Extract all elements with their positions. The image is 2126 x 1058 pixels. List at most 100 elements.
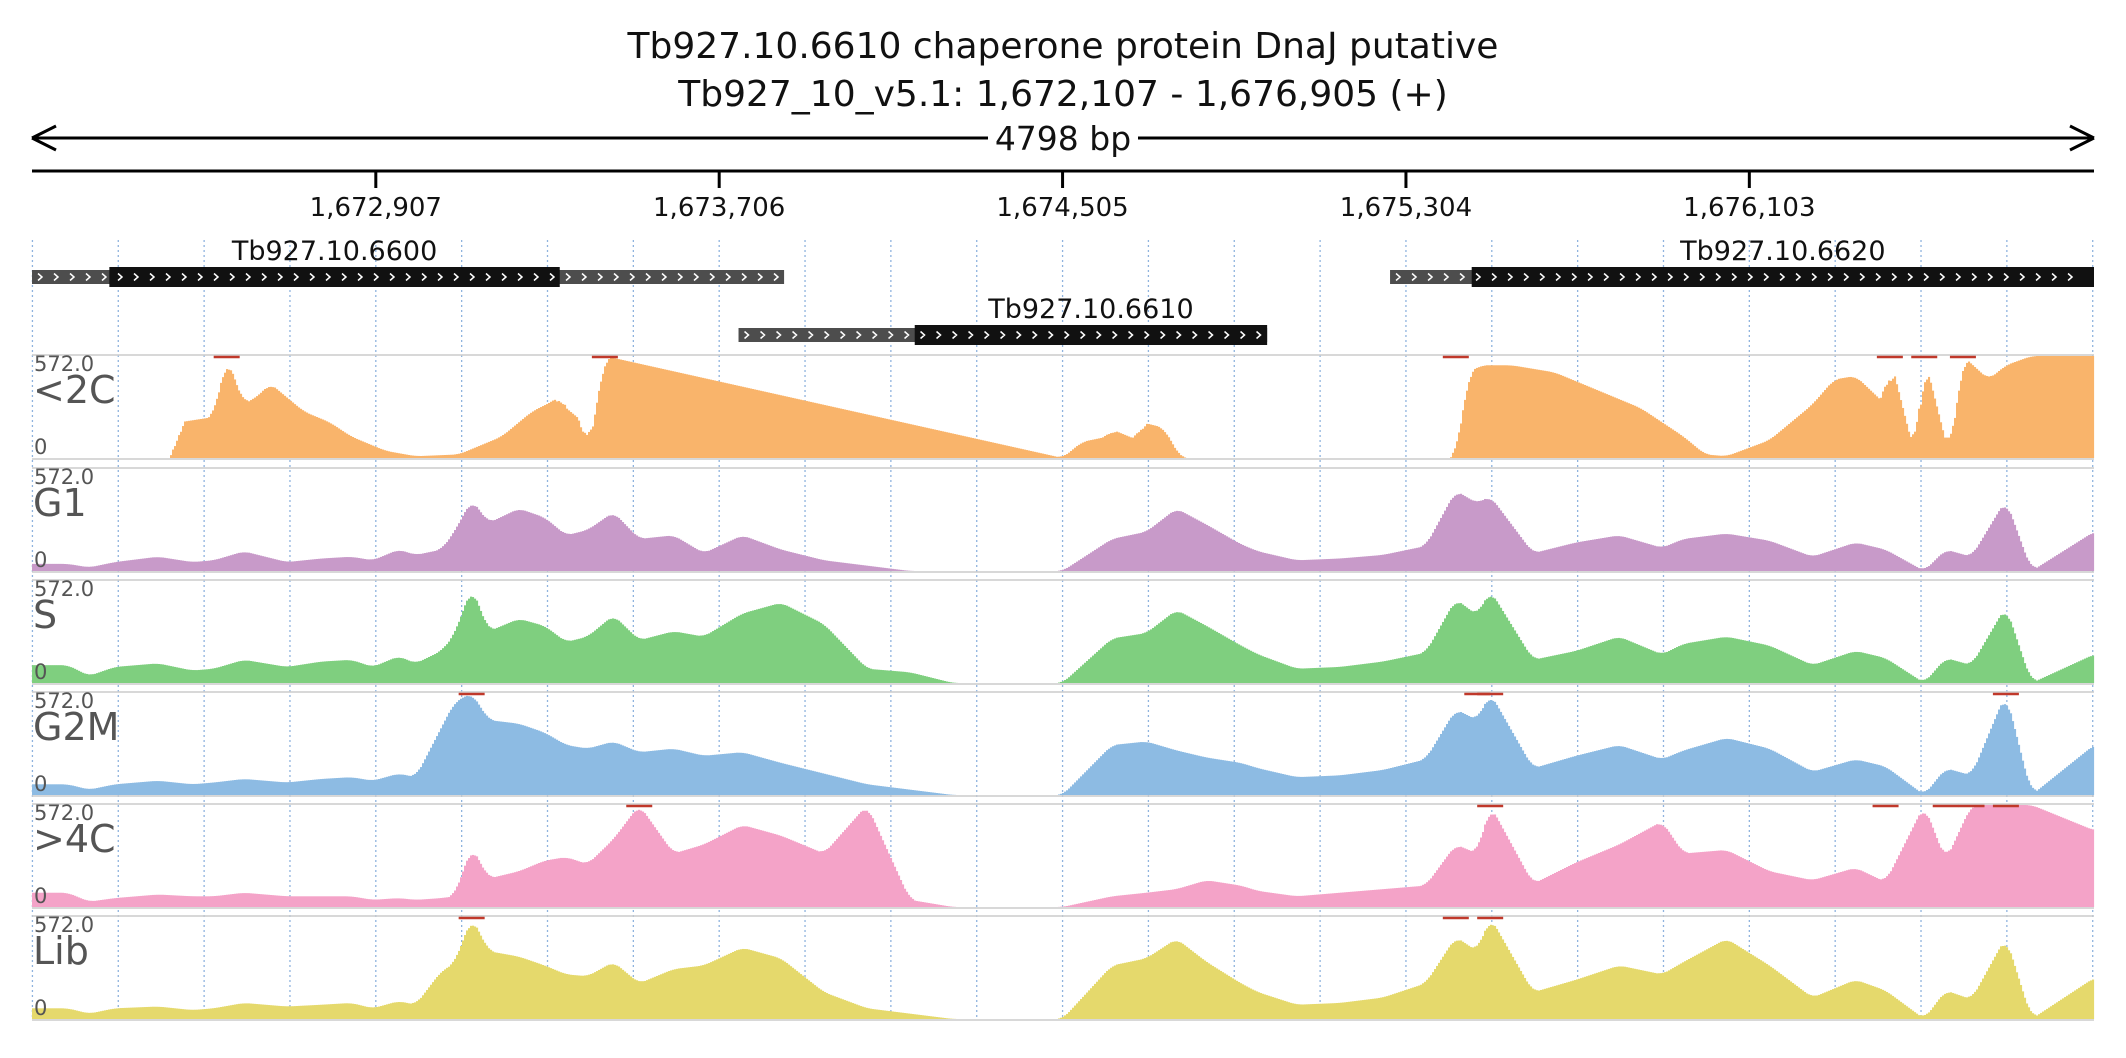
coverage-bar [78,670,81,683]
coverage-bar [740,752,743,795]
coverage-bar [122,666,125,683]
coverage-bar [626,747,629,795]
coverage-bar [1964,773,1967,795]
coverage-bar [1368,890,1371,907]
coverage-bar [586,434,589,458]
coverage-bar [346,1003,349,1019]
coverage-bar [1924,382,1927,458]
coverage-bar [2002,805,2005,907]
coverage-bar [1864,544,1867,571]
coverage-bar [2018,744,2021,795]
coverage-bar [1078,903,1081,907]
coverage-bar [1876,396,1879,458]
coverage-bar [132,782,135,795]
coverage-bar [1540,370,1543,458]
coverage-bar [150,1006,153,1019]
coverage-bar [154,663,157,683]
coverage-bar [1708,851,1711,907]
coverage-bar [1766,440,1769,458]
y-min-label: 0 [34,548,47,572]
coverage-bar [1958,390,1961,458]
coverage-bar [1628,748,1631,795]
coverage-bar [2062,668,2065,683]
coverage-bar [520,724,523,795]
coverage-bar [610,841,613,907]
coverage-bar [76,565,79,571]
coverage-bar [1948,659,1951,683]
coverage-bar [1228,761,1231,795]
coverage-bar [1636,406,1639,458]
coverage-bar [400,551,403,571]
coverage-bar [186,783,189,795]
coverage-bar [1226,536,1229,571]
coverage-bar [1774,872,1777,907]
coverage-bar [376,899,379,907]
coverage-bar [1694,537,1697,571]
coverage-bar [1382,889,1385,907]
coverage-bar [1846,653,1849,683]
coverage-bar [1220,634,1223,683]
coverage-bar [304,411,307,458]
coverage-bar [776,394,779,458]
coverage-bar [556,739,559,795]
coverage-bar [1512,627,1515,683]
coverage-bar [242,779,245,795]
coverage-bar [574,415,577,458]
coverage-bar [440,547,443,571]
coverage-bar [1478,842,1481,907]
coverage-bar [1864,384,1867,458]
coverage-bar [124,897,127,907]
coverage-bar [666,536,669,571]
coverage-bar [196,670,199,683]
coverage-bar [56,1008,59,1019]
coverage-bar [218,781,221,795]
coverage-bar [1558,654,1561,683]
coverage-bar [834,407,837,458]
coverage-bar [1980,648,1983,683]
coverage-bar [1934,670,1937,683]
coverage-bar [1626,537,1629,571]
coverage-bar [1858,652,1861,683]
coverage-bar [816,771,819,795]
coverage-bar [648,751,651,795]
coverage-bar [2044,784,2047,795]
coverage-bar [1800,877,1803,907]
coverage-bar [1488,499,1491,571]
coverage-bar [1112,639,1115,683]
coverage-bar [620,622,623,683]
coverage-bar [686,543,689,571]
coverage-bar [1570,543,1573,571]
coverage-bar [1076,561,1079,571]
coverage-bar [554,526,557,571]
coverage-bar [570,534,573,571]
coverage-bar [608,843,611,907]
coverage-bar [162,894,165,907]
coverage-bar [1336,666,1339,683]
coverage-bar [1492,814,1495,907]
coverage-bar [1622,400,1625,458]
coverage-bar [138,1007,141,1019]
coverage-bar [258,394,261,458]
coverage-bar [398,657,401,683]
coverage-bar [432,743,435,795]
coverage-bar [198,1009,201,1019]
coverage-bar [276,559,279,571]
coverage-bar [1688,748,1691,795]
coverage-bar [1946,770,1949,795]
coverage-bar [910,424,913,458]
coverage-bar [1396,551,1399,571]
coverage-bar [780,395,783,458]
coverage-bar [1310,776,1313,795]
coverage-bar [1994,624,1997,683]
coverage-bar [104,899,107,907]
coverage-bar [1724,534,1727,571]
gene-label: Tb927.10.6600 [231,236,437,267]
coverage-bar [1134,742,1137,795]
coverage-bar [2018,645,2021,683]
coverage-bar [1652,826,1655,907]
coverage-bar [170,1007,173,1019]
coverage-bar [108,1009,111,1019]
coverage-bar [1828,875,1831,907]
coverage-bar [616,834,619,907]
coverage-bar [1958,771,1961,795]
